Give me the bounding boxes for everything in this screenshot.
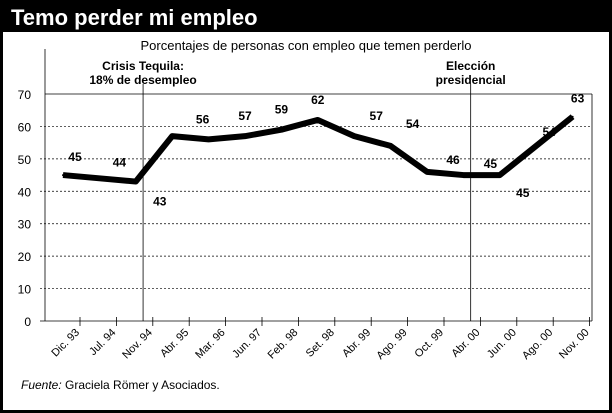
chart-title-bar: Temo perder mi empleo xyxy=(3,3,609,32)
annotation-text: Elección xyxy=(446,59,495,73)
data-point xyxy=(280,128,283,131)
data-point xyxy=(207,138,210,141)
y-tick-label: 20 xyxy=(18,250,32,264)
data-point xyxy=(62,174,64,177)
x-tick-label: Mar. 96 xyxy=(193,327,227,361)
data-label: 63 xyxy=(571,92,585,106)
data-label: 44 xyxy=(113,155,127,169)
data-point xyxy=(389,144,392,147)
x-tick-label: Nov. 00 xyxy=(557,327,592,362)
data-point xyxy=(244,135,246,138)
x-tick-label: Nov. 94 xyxy=(120,327,155,362)
data-label: 46 xyxy=(446,153,460,167)
chart-subtitle: Porcentajes de personas con empleo que t… xyxy=(140,38,472,53)
x-tick-label: Oct. 99 xyxy=(413,327,447,361)
data-label: 57 xyxy=(238,109,252,123)
data-point xyxy=(571,115,574,118)
data-label: 54 xyxy=(406,117,420,131)
y-tick-label: 70 xyxy=(18,88,32,102)
x-tick-label: Ago. 99 xyxy=(374,327,409,362)
data-label: 57 xyxy=(370,109,384,123)
x-tick-label: Jun. 00 xyxy=(485,327,519,361)
x-tick-label: Dic. 93 xyxy=(49,327,82,360)
annotation-text: Crisis Tequila: xyxy=(102,59,184,73)
data-point xyxy=(426,170,428,173)
data-label: 45 xyxy=(484,157,498,171)
source-label: Fuente: xyxy=(21,378,62,392)
data-point xyxy=(535,144,538,147)
x-tick-label: Abr. 95 xyxy=(158,327,191,360)
data-point xyxy=(462,174,465,177)
data-label: 56 xyxy=(196,112,210,126)
data-point xyxy=(171,135,174,138)
data-point xyxy=(98,177,101,180)
x-tick-label: Ago. 00 xyxy=(520,327,555,362)
data-label: 54 xyxy=(543,125,557,139)
y-tick-label: 0 xyxy=(24,315,31,329)
y-tick-label: 30 xyxy=(18,218,32,232)
y-tick-label: 10 xyxy=(18,283,32,297)
data-label: 45 xyxy=(516,186,530,200)
data-point xyxy=(353,135,356,138)
data-point xyxy=(134,180,137,183)
data-label: 62 xyxy=(311,93,325,107)
source-note: Fuente: Graciela Römer y Asociados. xyxy=(21,378,220,392)
y-tick-label: 60 xyxy=(18,120,32,134)
x-tick-label: Set. 98 xyxy=(304,327,337,360)
x-tick-label: Abr. 99 xyxy=(340,327,373,360)
data-label: 59 xyxy=(275,103,289,117)
data-label: 43 xyxy=(153,195,167,209)
annotation-text: presidencial xyxy=(436,73,506,87)
x-tick-label: Feb. 98 xyxy=(266,327,301,362)
y-tick-label: 50 xyxy=(18,153,32,167)
y-tick-label: 40 xyxy=(18,185,32,199)
x-tick-label: Abr. 00 xyxy=(449,327,482,360)
source-text: Graciela Römer y Asociados. xyxy=(61,378,220,392)
x-tick-label: Jun. 97 xyxy=(230,327,264,361)
annotation-text: 18% de desempleo xyxy=(89,73,196,87)
x-tick-label: Jul. 94 xyxy=(87,327,118,358)
data-label: 45 xyxy=(68,150,82,164)
data-point xyxy=(316,118,319,121)
data-point xyxy=(498,174,501,177)
